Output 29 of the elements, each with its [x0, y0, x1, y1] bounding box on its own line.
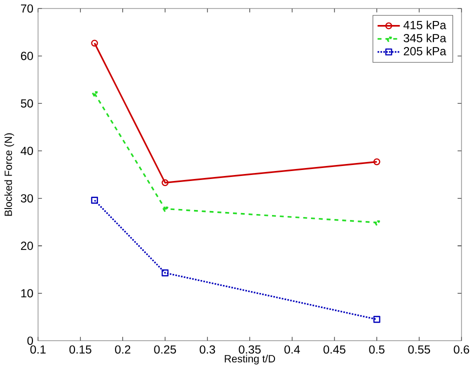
legend-label: 345 kPa — [404, 34, 446, 42]
x-tick-label: 0.15 — [69, 345, 92, 354]
x-tick-label: 0.4 — [284, 345, 300, 354]
x-tick-label: 0.1 — [30, 345, 46, 354]
x-axis-title: Resting t/D — [224, 354, 276, 365]
y-tick-label: 60 — [20, 52, 33, 60]
y-axis-title: Blocked Force (N) — [4, 133, 14, 216]
point — [162, 179, 169, 186]
legend-label: 205 kPa — [404, 46, 446, 56]
point — [162, 270, 169, 276]
point — [162, 206, 168, 213]
x-tick-label: 0.6 — [454, 345, 470, 354]
y-tick-label: 50 — [20, 99, 33, 108]
legend-label: 415 kPa — [403, 20, 446, 30]
x-tick-label: 0.55 — [408, 345, 430, 354]
x-tick-label: 0.35 — [238, 345, 261, 354]
y-tick-label: 40 — [20, 146, 33, 156]
y-tick-label: 0 — [27, 336, 33, 346]
point — [373, 316, 380, 323]
y-tick-label: 70 — [20, 4, 33, 13]
x-tick-label: 0.2 — [115, 345, 130, 354]
x-tick-label: 0.25 — [154, 345, 176, 354]
x-tick-label: 0.45 — [324, 345, 346, 354]
x-tick-label: 0.3 — [200, 345, 216, 354]
y-tick-label: 30 — [20, 194, 33, 203]
point — [91, 196, 98, 204]
y-tick-label: 10 — [21, 289, 33, 298]
y-tick-label: 20 — [20, 242, 33, 250]
x-tick-label: 0.5 — [369, 345, 384, 354]
